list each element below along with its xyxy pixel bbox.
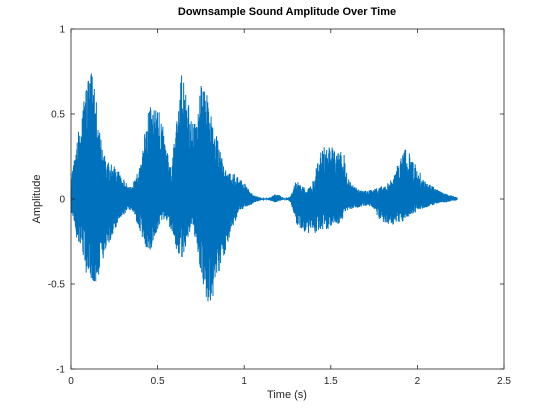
y-tick-label: -1 — [56, 365, 65, 376]
y-tick-label: 1 — [59, 25, 65, 36]
x-tick-label: 2 — [415, 376, 421, 387]
x-tick-label: 0 — [68, 376, 74, 387]
x-tick-label: 1 — [241, 376, 247, 387]
x-tick-label: 2.5 — [497, 376, 511, 387]
y-tick-label: 0 — [59, 195, 65, 206]
waveform-series-line — [70, 73, 458, 302]
x-tick-label: 1.5 — [324, 376, 338, 387]
chart-title: Downsample Sound Amplitude Over Time — [178, 6, 396, 18]
y-axis-label: Amplitude — [31, 175, 43, 224]
x-axis-label: Time (s) — [267, 389, 307, 401]
x-axis: 0 0.5 1 1.5 2 2.5 — [68, 29, 511, 387]
y-axis: -1 -0.5 0 0.5 1 — [48, 25, 504, 376]
x-tick-label: 0.5 — [151, 376, 165, 387]
y-tick-label: -0.5 — [48, 280, 66, 291]
y-tick-label: 0.5 — [51, 110, 65, 121]
